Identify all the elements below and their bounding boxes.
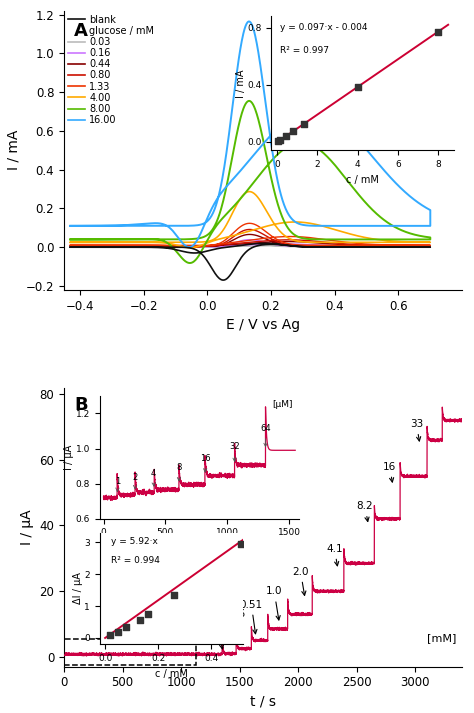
Text: 0.13: 0.13 (206, 620, 229, 649)
Text: A: A (74, 22, 88, 40)
Legend: blank, glucose / mM, 0.03, 0.16, 0.44, 0.80, 1.33, 4.00, 8.00, 16.00: blank, glucose / mM, 0.03, 0.16, 0.44, 0… (67, 14, 155, 126)
X-axis label: E / V vs Ag: E / V vs Ag (226, 318, 300, 332)
Bar (64, 639, 196, 665)
Text: 2.0: 2.0 (292, 567, 309, 595)
Text: [mM]: [mM] (427, 633, 456, 643)
Text: 0.26: 0.26 (223, 610, 246, 644)
Text: 16: 16 (383, 461, 396, 482)
X-axis label: t / s: t / s (250, 695, 276, 709)
Text: 8.2: 8.2 (356, 501, 373, 521)
Text: 33: 33 (410, 419, 423, 441)
Y-axis label: I / mA: I / mA (6, 130, 20, 170)
Text: 4.1: 4.1 (326, 544, 343, 566)
Text: 1.0: 1.0 (266, 586, 283, 620)
Y-axis label: I / μA: I / μA (20, 509, 34, 545)
Text: B: B (74, 396, 88, 414)
Text: 0.51: 0.51 (240, 600, 263, 634)
